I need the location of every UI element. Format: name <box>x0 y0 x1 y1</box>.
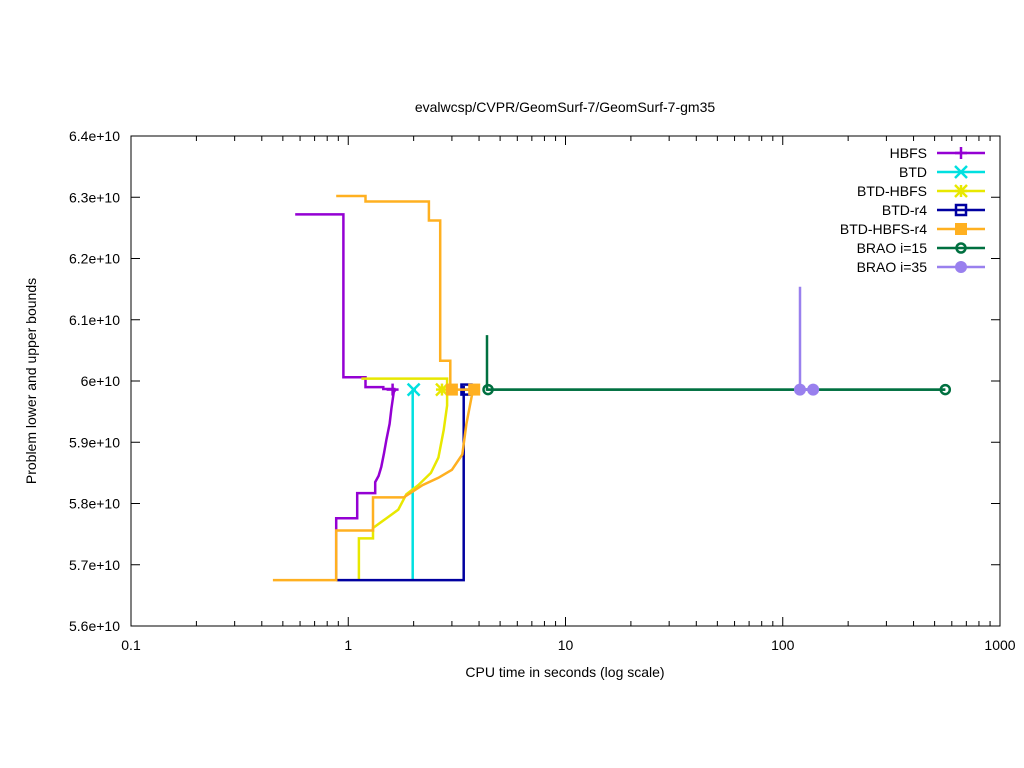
y-tick-label: 6.4e+10 <box>69 128 120 144</box>
y-tick-label: 6.2e+10 <box>69 251 120 267</box>
series-upper-bound-line <box>485 335 946 391</box>
data-point-marker <box>445 383 458 396</box>
data-point-marker <box>468 383 481 396</box>
x-axis-label: CPU time in seconds (log scale) <box>465 664 664 680</box>
y-tick-label: 5.6e+10 <box>69 618 120 634</box>
y-axis-label: Problem lower and upper bounds <box>23 278 39 484</box>
y-tick-label: 5.7e+10 <box>69 557 120 573</box>
data-point-marker <box>954 184 968 198</box>
y-tick-label: 5.8e+10 <box>69 496 120 512</box>
x-tick-label: 1 <box>344 637 352 653</box>
series-lower-bound-line <box>272 389 475 582</box>
legend-label: BTD-r4 <box>882 202 927 218</box>
data-point-marker <box>807 383 820 396</box>
series-lower-bound-line <box>334 388 397 581</box>
series-layer <box>272 194 952 582</box>
legend-label: BRAO i=15 <box>857 240 928 256</box>
y-axis: 5.6e+10 5.7e+10 5.8e+10 5.9e+10 6e+10 6.1e+10… <box>69 128 1000 634</box>
series-hbfs <box>295 213 399 581</box>
legend-label: HBFS <box>890 145 927 161</box>
legend-entry: BTD-HBFS-r4 <box>840 221 985 237</box>
series-brao-i-35 <box>793 286 820 396</box>
series-lower-bound-line <box>357 389 449 581</box>
x-axis: 0.1 1 10 100 1000 <box>121 136 1016 653</box>
legend-label: BRAO i=35 <box>857 259 928 275</box>
data-point-marker <box>955 147 967 159</box>
series-btd-hbfs-r4 <box>272 194 481 582</box>
data-point-marker <box>482 383 494 396</box>
series-btd <box>406 382 421 581</box>
legend-entry: BTD <box>899 164 985 180</box>
data-point-marker <box>955 261 967 273</box>
data-point-marker <box>954 165 968 179</box>
series-btd-r4 <box>336 383 473 582</box>
legend-entry: BTD-r4 <box>882 202 985 218</box>
legend-entry: BTD-HBFS <box>857 183 985 199</box>
y-tick-label: 6e+10 <box>81 373 121 389</box>
x-tick-label: 1000 <box>984 637 1015 653</box>
chart-title: evalwcsp/CVPR/GeomSurf-7/GeomSurf-7-gm35 <box>415 99 716 115</box>
y-tick-label: 6.1e+10 <box>69 312 120 328</box>
legend-entry: BRAO i=15 <box>857 240 985 256</box>
legend-label: BTD-HBFS <box>857 183 927 199</box>
plot-frame <box>130 135 1001 627</box>
data-point-marker <box>793 383 806 396</box>
series-upper-bound-line <box>336 194 475 391</box>
y-tick-label: 5.9e+10 <box>69 434 120 450</box>
data-point-marker <box>406 382 421 397</box>
x-tick-label: 10 <box>558 637 574 653</box>
legend-entry: HBFS <box>890 145 985 161</box>
legend: HBFS BTD BTD-HBFS BTD-r4 BTD-HBFS-r4 BRAO i=1… <box>840 145 985 275</box>
series-upper-bound-line <box>295 213 396 391</box>
data-point-marker <box>939 383 952 396</box>
x-tick-label: 0.1 <box>121 637 141 653</box>
data-point-marker <box>955 223 967 235</box>
data-point-marker <box>386 383 399 396</box>
series-brao-i-15 <box>482 335 952 396</box>
legend-label: BTD-HBFS-r4 <box>840 221 927 237</box>
legend-label: BTD <box>899 164 927 180</box>
legend-entry: BRAO i=35 <box>857 259 985 275</box>
data-point-marker <box>955 242 967 254</box>
series-upper-bound-line <box>798 286 814 391</box>
y-tick-label: 6.3e+10 <box>69 189 120 205</box>
data-point-marker <box>954 203 968 217</box>
x-tick-label: 100 <box>771 637 795 653</box>
